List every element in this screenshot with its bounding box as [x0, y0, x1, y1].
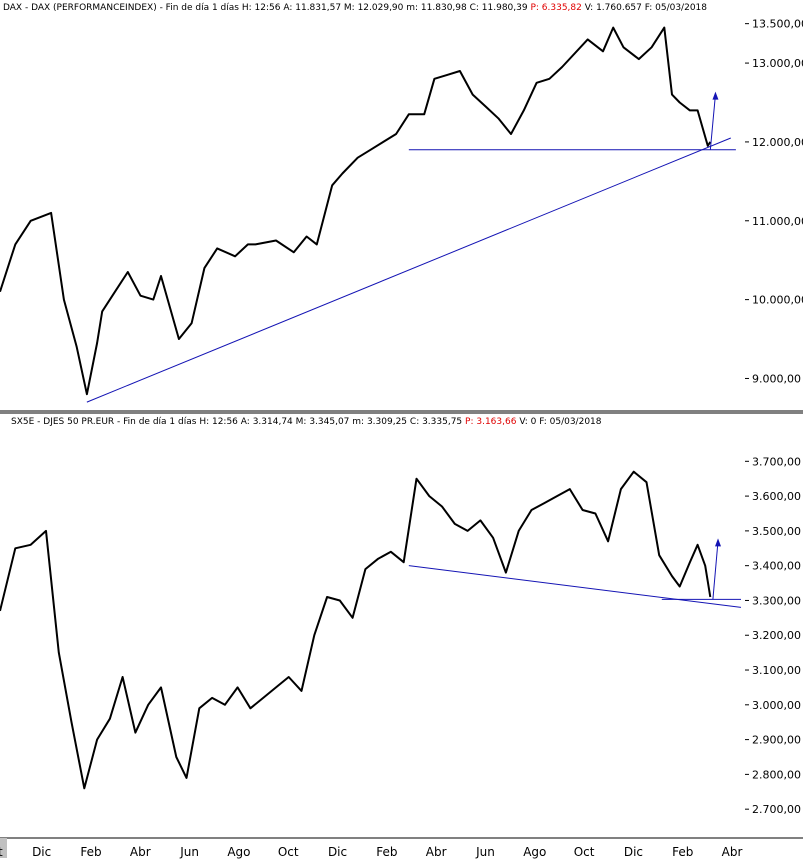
y-tick-label: 9.000,00 [752, 372, 801, 385]
x-tick-label: Abr [722, 845, 743, 859]
y-tick-label: 3.500,00 [752, 525, 801, 538]
x-tick-label: Jun [475, 845, 495, 859]
y-tick-label: 3.000,00 [752, 699, 801, 712]
bottom-date: F: 05/03/2018 [539, 417, 602, 427]
y-tick-label: 2.800,00 [752, 768, 801, 781]
x-tick-label: Feb [672, 845, 693, 859]
y-tick-label: 3.700,00 [752, 455, 801, 468]
top-low: m: 11.830,98 [406, 3, 467, 13]
trendline [86, 137, 731, 403]
x-tick-label: Ago [227, 845, 250, 859]
y-tick-label: 3.200,00 [752, 629, 801, 642]
top-symbol: DAX - DAX (PERFORMANCEINDEX) - Fin de dí… [3, 3, 239, 13]
bottom-prev: P: 3.163,66 [465, 417, 517, 427]
panel-sx5e: 2.700,00 2.800,00 2.900,00 3.000,00 3.100,00… [0, 455, 801, 816]
y-tick-label: 2.700,00 [752, 803, 801, 816]
top-header: DAX - DAX (PERFORMANCEINDEX) - Fin de dí… [3, 1, 707, 15]
price-series-line [0, 26, 712, 396]
y-tick-label: 3.400,00 [752, 560, 801, 573]
x-tick-label: Oct [278, 845, 299, 859]
bottom-symbol: SX5E - DJES 50 PR.EUR - Fin de día 1 día… [11, 417, 197, 427]
top-close: C: 11.980,39 [469, 3, 528, 13]
x-tick-label: Abr [426, 845, 447, 859]
x-tick-label: Jun [179, 845, 199, 859]
y-tick-label: 3.600,00 [752, 490, 801, 503]
x-tick-label: Dic [328, 845, 347, 859]
x-tick-label: Ago [523, 845, 546, 859]
trendline [712, 541, 719, 600]
x-tick-label: Dic [624, 845, 643, 859]
top-date: F: 05/03/2018 [644, 3, 707, 13]
x-tick-label: Dic [32, 845, 51, 859]
x-tick-label: Feb [376, 845, 397, 859]
bottom-close: C: 3.335,75 [409, 417, 463, 427]
bottom-high: M: 3.345,07 [295, 417, 350, 427]
projection-arrowhead [712, 91, 719, 100]
y-tick-label: 10.000,00 [752, 294, 803, 307]
y-tick-label: 11.000,00 [752, 215, 803, 228]
top-time: H: 12:56 [241, 3, 281, 13]
x-tick-label: Oct [0, 845, 3, 859]
y-tick-label: 12.000,00 [752, 136, 803, 149]
trendline [408, 565, 742, 608]
trendline [709, 94, 716, 150]
x-tick-label: Feb [80, 845, 101, 859]
top-open: A: 11.831,57 [283, 3, 342, 13]
bottom-open: A: 3.314,74 [240, 417, 293, 427]
bottom-time: H: 12:56 [199, 417, 238, 427]
bottom-low: m: 3.309,25 [352, 417, 408, 427]
bottom-header: SX5E - DJES 50 PR.EUR - Fin de día 1 día… [11, 415, 602, 429]
projection-arrowhead [715, 538, 722, 547]
x-tick-label: Abr [130, 845, 151, 859]
y-tick-label: 3.300,00 [752, 594, 801, 607]
bottom-volume: V: 0 [519, 417, 537, 427]
top-volume: V: 1.760.657 [584, 3, 642, 13]
top-prev: P: 6.335,82 [530, 3, 582, 13]
y-tick-label: 2.900,00 [752, 734, 801, 747]
panel-dax: 9.000,00 10.000,00 11.000,00 12.000,00 13.00… [0, 18, 803, 403]
y-tick-label: 3.100,00 [752, 664, 801, 677]
x-tick-label: Oct [574, 845, 595, 859]
y-tick-label: 13.000,00 [752, 57, 803, 70]
top-high: M: 12.029,90 [343, 3, 404, 13]
x-axis-scroll-tab [0, 838, 7, 858]
y-tick-label: 13.500,00 [752, 18, 803, 31]
price-series-line [0, 470, 712, 790]
